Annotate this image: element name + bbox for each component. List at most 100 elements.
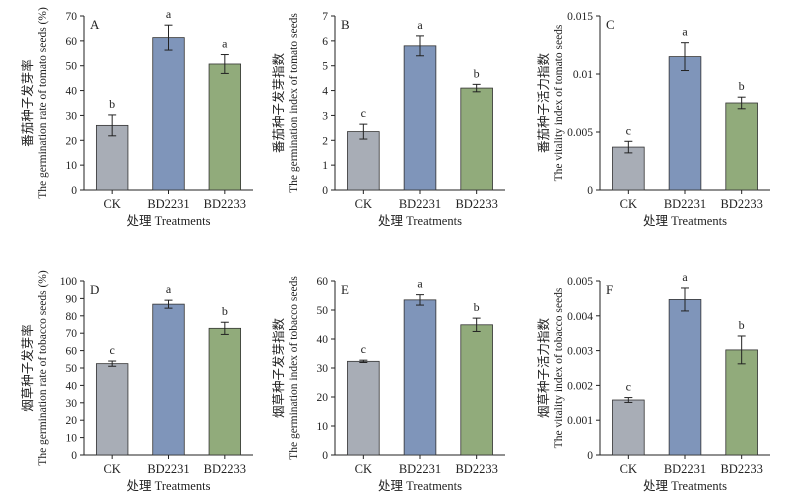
y-tick-label: 10 [66, 433, 78, 445]
y-tick-label: 30 [317, 363, 329, 375]
significance-letter: a [682, 270, 688, 284]
y-tick-label: 0 [322, 185, 328, 197]
y-axis-title-cn: 番茄种子活力指数 [536, 53, 551, 154]
x-tick-label: CK [620, 197, 637, 211]
y-tick-label: 1 [322, 160, 328, 172]
y-tick-label: 20 [66, 415, 78, 427]
x-tick-label: CK [620, 462, 637, 476]
significance-letter: a [417, 277, 423, 291]
bar [612, 399, 645, 456]
bar [152, 37, 185, 191]
y-tick-label: 0.01 [573, 69, 593, 81]
y-tick-label: 4 [322, 86, 328, 98]
x-tick-label: CK [103, 197, 120, 211]
x-tick-label: BD2233 [204, 462, 246, 476]
y-axis-title-cn: 烟草种子发芽率 [20, 324, 35, 412]
y-tick-label: 0 [71, 185, 77, 197]
significance-letter: a [166, 282, 172, 296]
y-tick-label: 90 [66, 293, 78, 305]
y-axis-title-cn: 番茄种子发芽指数 [271, 53, 286, 154]
significance-letter: b [474, 300, 480, 314]
bar [403, 45, 437, 191]
y-tick-label: 0 [587, 185, 593, 197]
panel-label: A [90, 17, 100, 32]
bar [668, 299, 702, 456]
significance-letter: b [474, 66, 480, 80]
x-tick-label: CK [355, 197, 372, 211]
y-tick-label: 0.005 [567, 276, 593, 288]
x-tick-label: BD2231 [399, 462, 441, 476]
x-tick-label: BD2233 [720, 197, 762, 211]
bar [152, 303, 185, 456]
y-tick-label: 70 [66, 328, 78, 340]
y-tick-label: 50 [66, 363, 78, 375]
x-tick-label: BD2233 [455, 462, 497, 476]
y-tick-label: 20 [317, 392, 329, 404]
bar [347, 360, 380, 456]
y-tick-label: 2 [322, 135, 328, 147]
bar [460, 87, 493, 191]
y-axis-title-en: The vitality index of tomato seeds [553, 24, 565, 181]
x-axis-title: 处理 Treatments [378, 479, 462, 492]
y-tick-label: 5 [322, 61, 328, 73]
bar [725, 349, 758, 456]
y-tick-label: 60 [317, 276, 329, 288]
y-tick-label: 0.001 [567, 415, 593, 427]
significance-letter: c [361, 106, 366, 120]
y-tick-label: 0.003 [567, 346, 593, 358]
y-tick-label: 10 [317, 421, 329, 433]
significance-letter: b [109, 97, 115, 111]
significance-letter: b [222, 304, 228, 318]
y-tick-label: 7 [322, 11, 328, 23]
y-tick-label: 80 [66, 311, 78, 323]
x-tick-label: BD2231 [399, 197, 441, 211]
y-tick-label: 40 [66, 380, 78, 392]
y-tick-label: 0.005 [567, 127, 593, 139]
panel-label: B [341, 17, 350, 32]
y-tick-label: 30 [66, 110, 78, 122]
y-axis-title-en: The germination index of tobacco seeds [288, 276, 300, 460]
bar [403, 299, 437, 456]
x-tick-label: CK [103, 462, 120, 476]
y-tick-label: 3 [322, 110, 328, 122]
y-tick-label: 0.002 [567, 380, 593, 392]
y-tick-label: 0.015 [567, 11, 593, 23]
x-tick-label: BD2231 [664, 462, 706, 476]
x-axis-title: 处理 Treatments [643, 479, 727, 492]
y-axis-title-cn: 番茄种子发芽率 [20, 59, 35, 147]
x-axis-title: 处理 Treatments [127, 214, 211, 228]
bar [668, 56, 702, 191]
x-tick-label: BD2231 [664, 197, 706, 211]
y-tick-label: 60 [66, 346, 78, 358]
y-axis-title-en: The vitality index of tobacco seeds [553, 287, 565, 448]
panel-label: E [341, 282, 349, 297]
significance-letter: b [739, 79, 745, 93]
y-tick-label: 6 [322, 36, 328, 48]
significance-letter: c [361, 342, 366, 356]
y-axis-title-en: The germination rate of tobacco seeds (%… [37, 270, 49, 466]
y-tick-label: 0 [322, 450, 328, 462]
y-axis-title-en: The germination index of tomato seeds [288, 13, 300, 193]
y-axis-title-cn: 烟草种子活力指数 [536, 318, 551, 419]
y-axis-title-en: The germination rate of tomato seeds (%) [37, 7, 49, 199]
x-tick-label: BD2233 [720, 462, 762, 476]
y-tick-label: 70 [66, 11, 78, 23]
significance-letter: a [166, 7, 172, 21]
panel-label: D [90, 282, 99, 297]
panel-label: C [606, 17, 615, 32]
y-tick-label: 50 [317, 305, 329, 317]
bar [208, 327, 242, 456]
bar [460, 324, 493, 456]
y-tick-label: 0.004 [567, 311, 593, 323]
x-tick-label: CK [355, 462, 372, 476]
x-tick-label: BD2231 [147, 462, 189, 476]
significance-letter: a [222, 37, 228, 51]
bar [347, 131, 380, 191]
y-tick-label: 50 [66, 61, 78, 73]
x-tick-label: BD2231 [147, 197, 189, 211]
significance-letter: b [739, 318, 745, 332]
y-tick-label: 30 [66, 398, 78, 410]
y-tick-label: 60 [66, 36, 78, 48]
y-axis-title-cn: 烟草种子发芽指数 [271, 318, 286, 419]
